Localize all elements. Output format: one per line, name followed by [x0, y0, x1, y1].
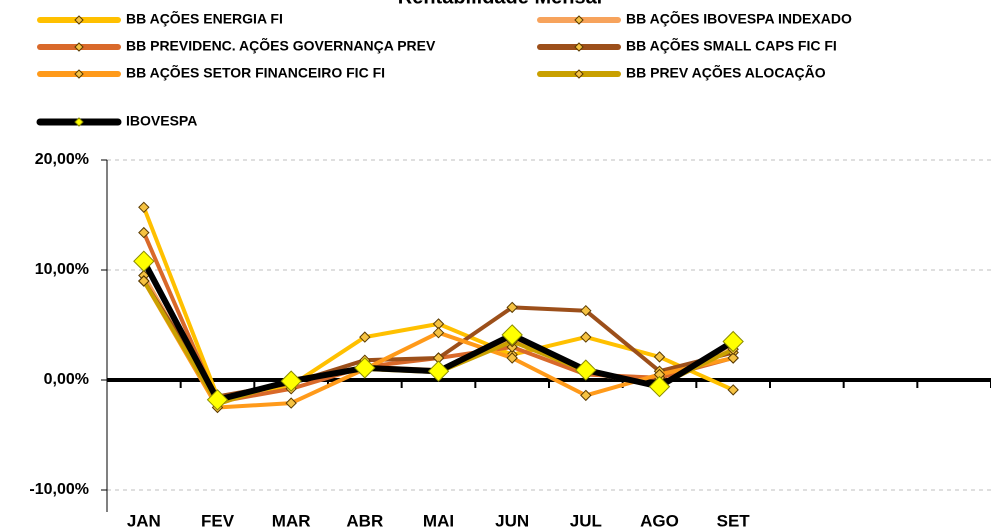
- legend-marker: [574, 15, 584, 25]
- legend-label: BB PREV AÇÕES ALOCAÇÃO: [626, 64, 826, 81]
- data-point: [138, 275, 150, 287]
- legend-label: BB AÇÕES SETOR FINANCEIRO FIC FI: [126, 64, 385, 81]
- data-point: [138, 226, 150, 239]
- legend-marker: [574, 69, 584, 79]
- chart-title: Rentabilidade Mensal: [398, 0, 603, 8]
- y-tick-label: -10,00%: [29, 481, 89, 498]
- data-point: [653, 351, 666, 363]
- data-point: [280, 370, 302, 392]
- data-point: [580, 389, 592, 402]
- legend-label: BB AÇÕES ENERGIA FI: [126, 10, 283, 27]
- series-line: [142, 279, 734, 410]
- data-point: [501, 324, 523, 346]
- data-point: [506, 301, 518, 314]
- data-point: [138, 201, 150, 214]
- data-point: [432, 326, 445, 339]
- y-tick-label: 0,00%: [44, 371, 89, 388]
- x-tick-label: AGO: [640, 511, 679, 530]
- x-tick-label: JUL: [570, 511, 602, 530]
- x-tick-label: JUN: [495, 511, 529, 530]
- legend-label: BB AÇÕES IBOVESPA INDEXADO: [626, 10, 852, 27]
- legend-label: BB AÇÕES SMALL CAPS FIC FI: [626, 37, 837, 54]
- legend-marker: [74, 69, 84, 79]
- y-tick-label: 20,00%: [35, 151, 89, 168]
- legend-marker: [574, 42, 584, 52]
- x-tick-label: MAI: [423, 511, 454, 530]
- data-point: [648, 375, 671, 398]
- x-tick-label: JAN: [127, 511, 161, 530]
- legend-label: IBOVESPA: [126, 113, 197, 129]
- data-point: [359, 331, 371, 343]
- legend-marker: [74, 117, 84, 127]
- legend-marker: [74, 15, 84, 25]
- data-point: [575, 359, 597, 381]
- data-point: [727, 384, 739, 396]
- y-tick-label: 10,00%: [35, 261, 89, 278]
- data-point: [354, 357, 376, 379]
- x-tick-label: SET: [717, 511, 751, 530]
- data-point: [285, 397, 297, 409]
- data-point: [580, 331, 592, 343]
- legend-label: BB PREVIDENC. AÇÕES GOVERNANÇA PREV: [126, 37, 436, 54]
- x-tick-label: MAR: [272, 511, 311, 530]
- data-point: [206, 389, 229, 411]
- x-tick-label: ABR: [346, 511, 383, 530]
- x-tick-label: FEV: [201, 511, 235, 530]
- data-point: [133, 250, 155, 272]
- data-point: [727, 352, 739, 364]
- data-point: [506, 352, 518, 364]
- data-point: [580, 304, 592, 317]
- data-point: [427, 360, 450, 382]
- data-point: [722, 330, 744, 353]
- legend-marker: [74, 42, 84, 52]
